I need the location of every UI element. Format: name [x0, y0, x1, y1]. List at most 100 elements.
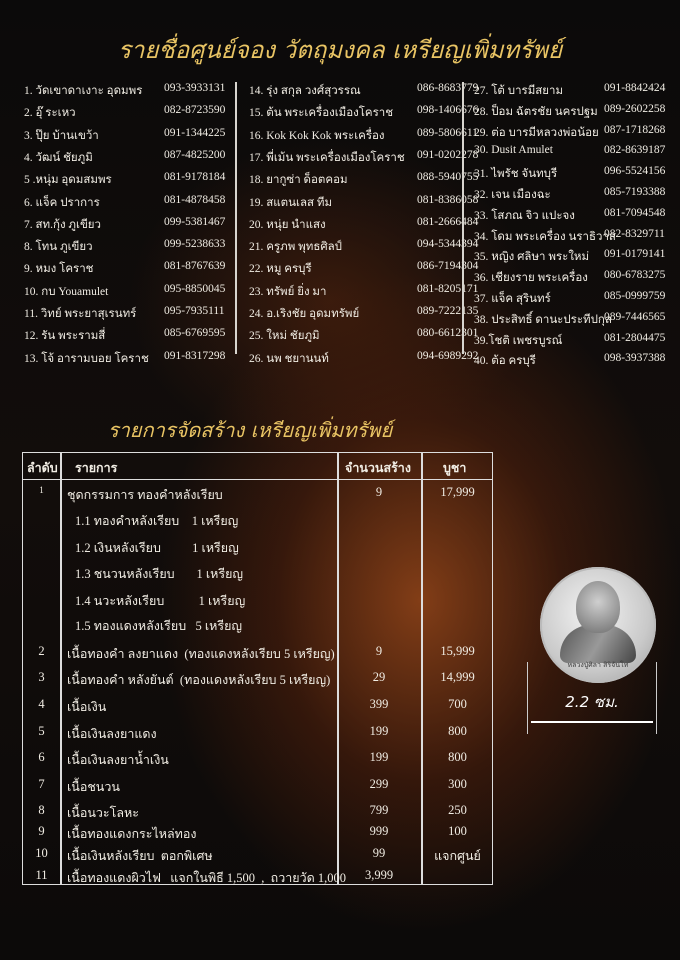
center-name: 19. สแตนเลส ทีม: [249, 196, 333, 209]
row-price: 800: [448, 724, 467, 738]
row-quantity: 399: [369, 697, 389, 711]
row-item: 1.5 ทองแดงหลังเรียบ 5 เหรียญ: [75, 619, 243, 633]
measure-arrow: [531, 721, 653, 723]
column-header: ลำดับ: [27, 461, 58, 475]
row-price: 17,999: [440, 485, 475, 499]
center-entry: 37. แจ็ค สุรินทร์ 085-0999759: [474, 290, 674, 310]
center-entry: 4. วัฒน์ ชัยภูมิ 087-4825200: [24, 149, 225, 169]
center-name: 34. โดม พระเครื่อง นราธิวาส: [474, 230, 616, 243]
row-number: 7: [38, 777, 45, 791]
center-phone: 093-3933131: [164, 82, 226, 94]
row-number: 6: [38, 750, 45, 764]
row-quantity: 299: [369, 777, 389, 791]
center-phone: 089-7222135: [417, 305, 479, 317]
center-phone: 089-7446565: [604, 310, 666, 323]
row-number: 9: [38, 824, 45, 838]
center-name: 36. เชียงราย พระเครื่อง: [474, 272, 588, 285]
row-item: เนื้อทองแดงกระไหล่ทอง: [67, 827, 197, 841]
table-header: [23, 453, 492, 480]
center-entry: 13. โจ้ อารามบอย โคราช 091-8317298: [24, 350, 225, 370]
row-price: 100: [448, 824, 467, 838]
center-phone: 091-8842424: [604, 82, 666, 94]
row-price: 15,999: [440, 644, 475, 658]
center-name: 25. ใหม่ ชัยภูมิ: [249, 330, 320, 343]
center-phone: 085-6769595: [164, 327, 226, 340]
row-number: 5: [38, 724, 45, 738]
center-name: 12. รัน พระรามสี่: [24, 330, 106, 343]
center-phone: 080-6783275: [604, 269, 666, 282]
center-entry: 9. หมง โคราช 081-8767639: [24, 260, 226, 280]
center-name: 30. Dusit Amulet: [474, 144, 553, 157]
center-phone: 089-2602258: [604, 102, 666, 115]
center-name: 37. แจ็ค สุรินทร์: [474, 293, 551, 305]
center-phone: 094-5344394: [417, 238, 479, 251]
row-quantity: 29: [372, 670, 386, 684]
row-item: 1.3 ชนวนหลังเรียบ 1 เหรียญ: [75, 567, 244, 581]
center-name: 23. ทรัพย์ ยิ่ง มา: [249, 285, 327, 298]
center-entry: 3. ปุ๊ย บ้านเขว้า 091-1344225: [24, 127, 225, 147]
center-phone: 086-7194304: [417, 260, 479, 273]
center-entry: 12. รัน พระรามสี่ 085-6769595: [24, 327, 226, 347]
row-price: 14,999: [440, 670, 475, 684]
center-entry: 25. ใหม่ ชัยภูมิ 080-6612301: [249, 327, 478, 347]
center-entry: 11. วิทย์ พระยาสุเรนทร์ 095-7935111: [24, 305, 224, 325]
center-name: 32. เจน เมืองฉะ: [474, 189, 551, 201]
column-divider: [60, 453, 62, 884]
center-name: 1. วัดเขาดาเงาะ อุดมพร: [24, 85, 143, 97]
center-name: 2. อุ๊ ระเหว: [24, 107, 76, 120]
center-entry: 2. อุ๊ ระเหว 082-8723590: [24, 104, 225, 124]
center-phone: 098-1406676: [417, 104, 479, 117]
row-price: 800: [448, 750, 467, 764]
page-title: รายชื่อศูนย์จอง วัตถุมงคล เหรียญเพิ่มทรั…: [117, 36, 563, 64]
row-number: 1: [39, 485, 44, 495]
column-divider: [337, 453, 339, 884]
center-phone: 081-9178184: [164, 171, 226, 184]
row-item: เนื้อนวะโลหะ: [67, 806, 139, 820]
center-name: 7. สท.กุ้ง ภูเขียว: [24, 218, 101, 231]
center-phone: 099-5381467: [164, 215, 226, 228]
center-name: 16. Kok Kok Kok พระเครื่อง: [249, 129, 385, 142]
center-entry: 38. ประสิทธิ์ ดานะประทีปกุล 089-7446565: [474, 311, 674, 331]
row-item: เนื้อทองคำ หลังยันต์ (ทองแดงหลังเรียบ 5 …: [67, 673, 331, 687]
column-header: จำนวนสร้าง: [345, 461, 411, 475]
row-quantity: 3,999: [364, 868, 394, 882]
center-entry: 18. ยากูซ่า ด็อตคอม 088-5940755: [249, 171, 478, 191]
center-entry: 19. สแตนเลส ทีม 081-8386058: [249, 194, 478, 214]
row-price: แจกศูนย์: [434, 849, 481, 863]
center-entry: 23. ทรัพย์ ยิ่ง มา 081-8205171: [249, 283, 478, 303]
center-phone: 081-7094548: [604, 206, 666, 219]
measure-tick: [656, 662, 657, 734]
center-name: 9. หมง โคราช: [24, 263, 94, 276]
center-phone: 081-2666484: [417, 215, 479, 228]
row-quantity: 799: [369, 803, 389, 817]
row-item: ชุดกรรมการ ทองคำหลังเรียบ: [67, 488, 223, 502]
center-name: 11. วิทย์ พระยาสุเรนทร์: [24, 308, 137, 320]
column-header: รายการ: [75, 461, 118, 475]
center-name: 8. โทน ภูเขียว: [24, 241, 93, 254]
center-name: 21. ครูภพ พุทธศิลป์: [249, 241, 342, 254]
row-price: 250: [448, 803, 467, 817]
center-name: 26. นพ ชยานนท์: [249, 352, 329, 365]
row-quantity: 9: [375, 485, 383, 499]
center-entry: 32. เจน เมืองฉะ 085-7193388: [474, 186, 674, 206]
production-title: รายการจัดสร้าง เหรียญเพิ่มทรัพย์: [107, 418, 393, 442]
center-phone: 091-0202278: [417, 148, 479, 161]
center-phone: 081-4878458: [164, 193, 226, 206]
center-phone: 081-8767639: [164, 260, 226, 273]
center-phone: 087-1718268: [604, 123, 666, 136]
center-phone: 080-6612301: [417, 327, 479, 340]
row-quantity: 999: [369, 824, 389, 838]
center-name: 39.โชติ เพชรบูรณ์: [474, 334, 563, 347]
center-phone: 081-8205171: [417, 282, 479, 295]
center-entry: 39.โชติ เพชรบูรณ์ 081-2804475: [474, 332, 674, 352]
center-name: 6. แจ็ค ปราการ: [24, 196, 100, 209]
center-phone: 094-6989292: [417, 349, 479, 362]
center-entry: 29. ต่อ บารมีหลวงพ่อน้อย 087-1718268: [474, 124, 674, 144]
center-phone: 081-2804475: [604, 331, 666, 344]
row-number: 11: [35, 868, 48, 882]
center-name: 17. พี่เม้น พระเครื่องเมืองโคราช: [249, 151, 405, 164]
row-number: 3: [38, 670, 45, 684]
center-name: 22. หมู ครบุรี: [249, 263, 312, 276]
row-item: 1.1 ทองคำหลังเรียบ 1 เหรียญ: [75, 514, 239, 528]
center-entry: 1. วัดเขาดาเงาะ อุดมพร 093-3933131: [24, 82, 226, 102]
